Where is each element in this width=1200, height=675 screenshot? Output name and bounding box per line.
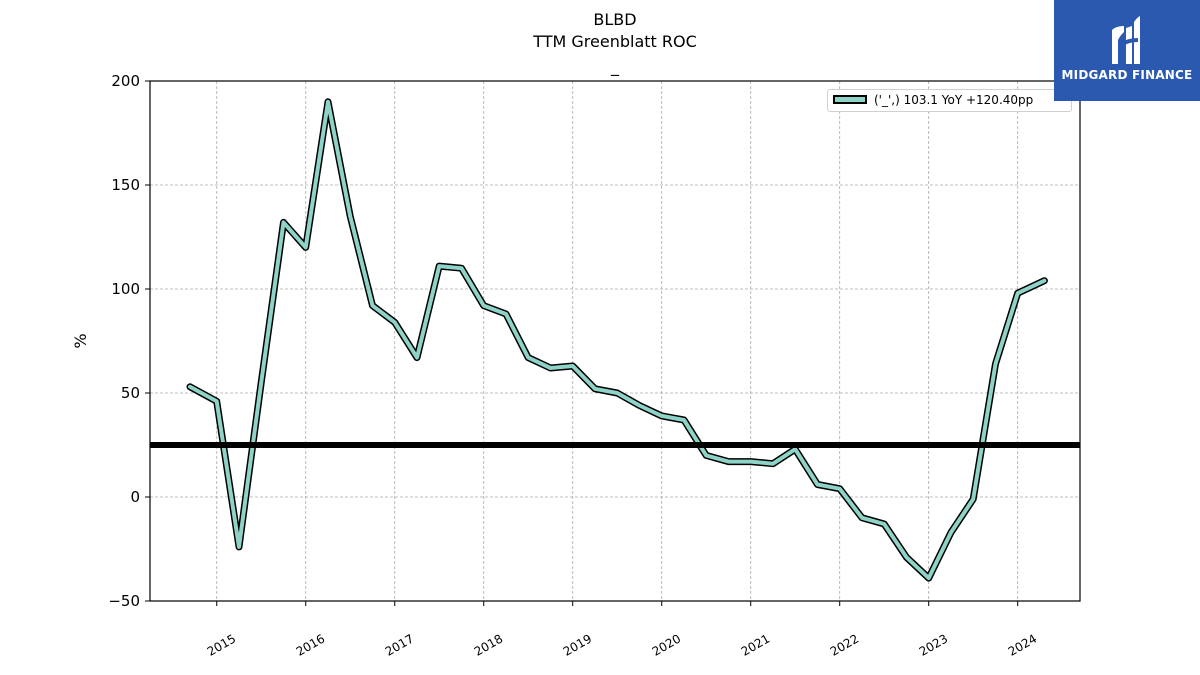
x-tick-label: 2022 (828, 631, 861, 658)
data-point (593, 387, 596, 390)
midgard-finance-logo: MIDGARD FINANCE (1054, 0, 1200, 101)
data-point (349, 215, 352, 218)
legend: ('_',) 103.1 YoY +120.40pp (827, 89, 1072, 112)
data-point (460, 267, 463, 270)
data-point (749, 460, 752, 463)
data-point (771, 462, 774, 465)
data-point (860, 516, 863, 519)
data-point (326, 100, 329, 103)
chart-subtitle: TTM Greenblatt ROC (533, 32, 697, 51)
y-tick-label: 200 (111, 72, 140, 90)
logo-mark-icon (1112, 16, 1140, 64)
data-point (371, 304, 374, 307)
legend-swatch (833, 95, 867, 104)
data-point (816, 483, 819, 486)
series-line (188, 99, 1047, 581)
logo-text: MIDGARD FINANCE (1061, 68, 1193, 82)
data-point (571, 364, 574, 367)
data-point (215, 400, 218, 403)
data-point (1016, 292, 1019, 295)
data-point (1043, 279, 1046, 282)
data-point (682, 419, 685, 422)
data-point (527, 356, 530, 359)
data-point (660, 414, 663, 417)
data-point (905, 556, 908, 559)
data-point (994, 362, 997, 365)
data-point (794, 448, 797, 451)
data-point (304, 246, 307, 249)
x-tick-label: 2017 (383, 631, 416, 658)
plot-area (150, 81, 1080, 601)
data-point (638, 404, 641, 407)
x-tick-label: 2023 (917, 631, 950, 658)
x-tick-label: 2016 (294, 631, 327, 658)
data-point (838, 487, 841, 490)
data-point (949, 531, 952, 534)
data-point (393, 321, 396, 324)
x-tick-label: 2021 (739, 631, 772, 658)
data-point (972, 498, 975, 501)
x-tick-label: 2015 (205, 631, 238, 658)
data-point (415, 356, 418, 359)
y-tick-label: 100 (111, 280, 140, 298)
data-point (727, 460, 730, 463)
data-point (189, 385, 192, 388)
data-point (237, 545, 240, 548)
data-point (549, 367, 552, 370)
y-axis-label: % (71, 333, 90, 348)
y-tick-label: 50 (121, 384, 140, 402)
data-point (927, 577, 930, 580)
data-point (482, 304, 485, 307)
data-point (616, 392, 619, 395)
data-point (438, 265, 441, 268)
legend-label: ('_',) 103.1 YoY +120.40pp (874, 93, 1034, 107)
y-tick-label: 150 (111, 176, 140, 194)
y-tick-label: 0 (130, 488, 140, 506)
data-point (282, 221, 285, 224)
plot-frame (149, 80, 1081, 602)
data-point (260, 381, 263, 384)
x-tick-label: 2020 (650, 631, 683, 658)
chart-subtitle-2: _ (611, 57, 619, 76)
x-tick-label: 2019 (561, 631, 594, 658)
chart-title: BLBD (593, 10, 637, 29)
x-tick-label: 2018 (472, 631, 505, 658)
x-tick-label: 2024 (1006, 631, 1039, 658)
y-tick-label: −50 (108, 592, 140, 610)
data-point (705, 454, 708, 457)
data-point (504, 312, 507, 315)
data-point (883, 523, 886, 526)
